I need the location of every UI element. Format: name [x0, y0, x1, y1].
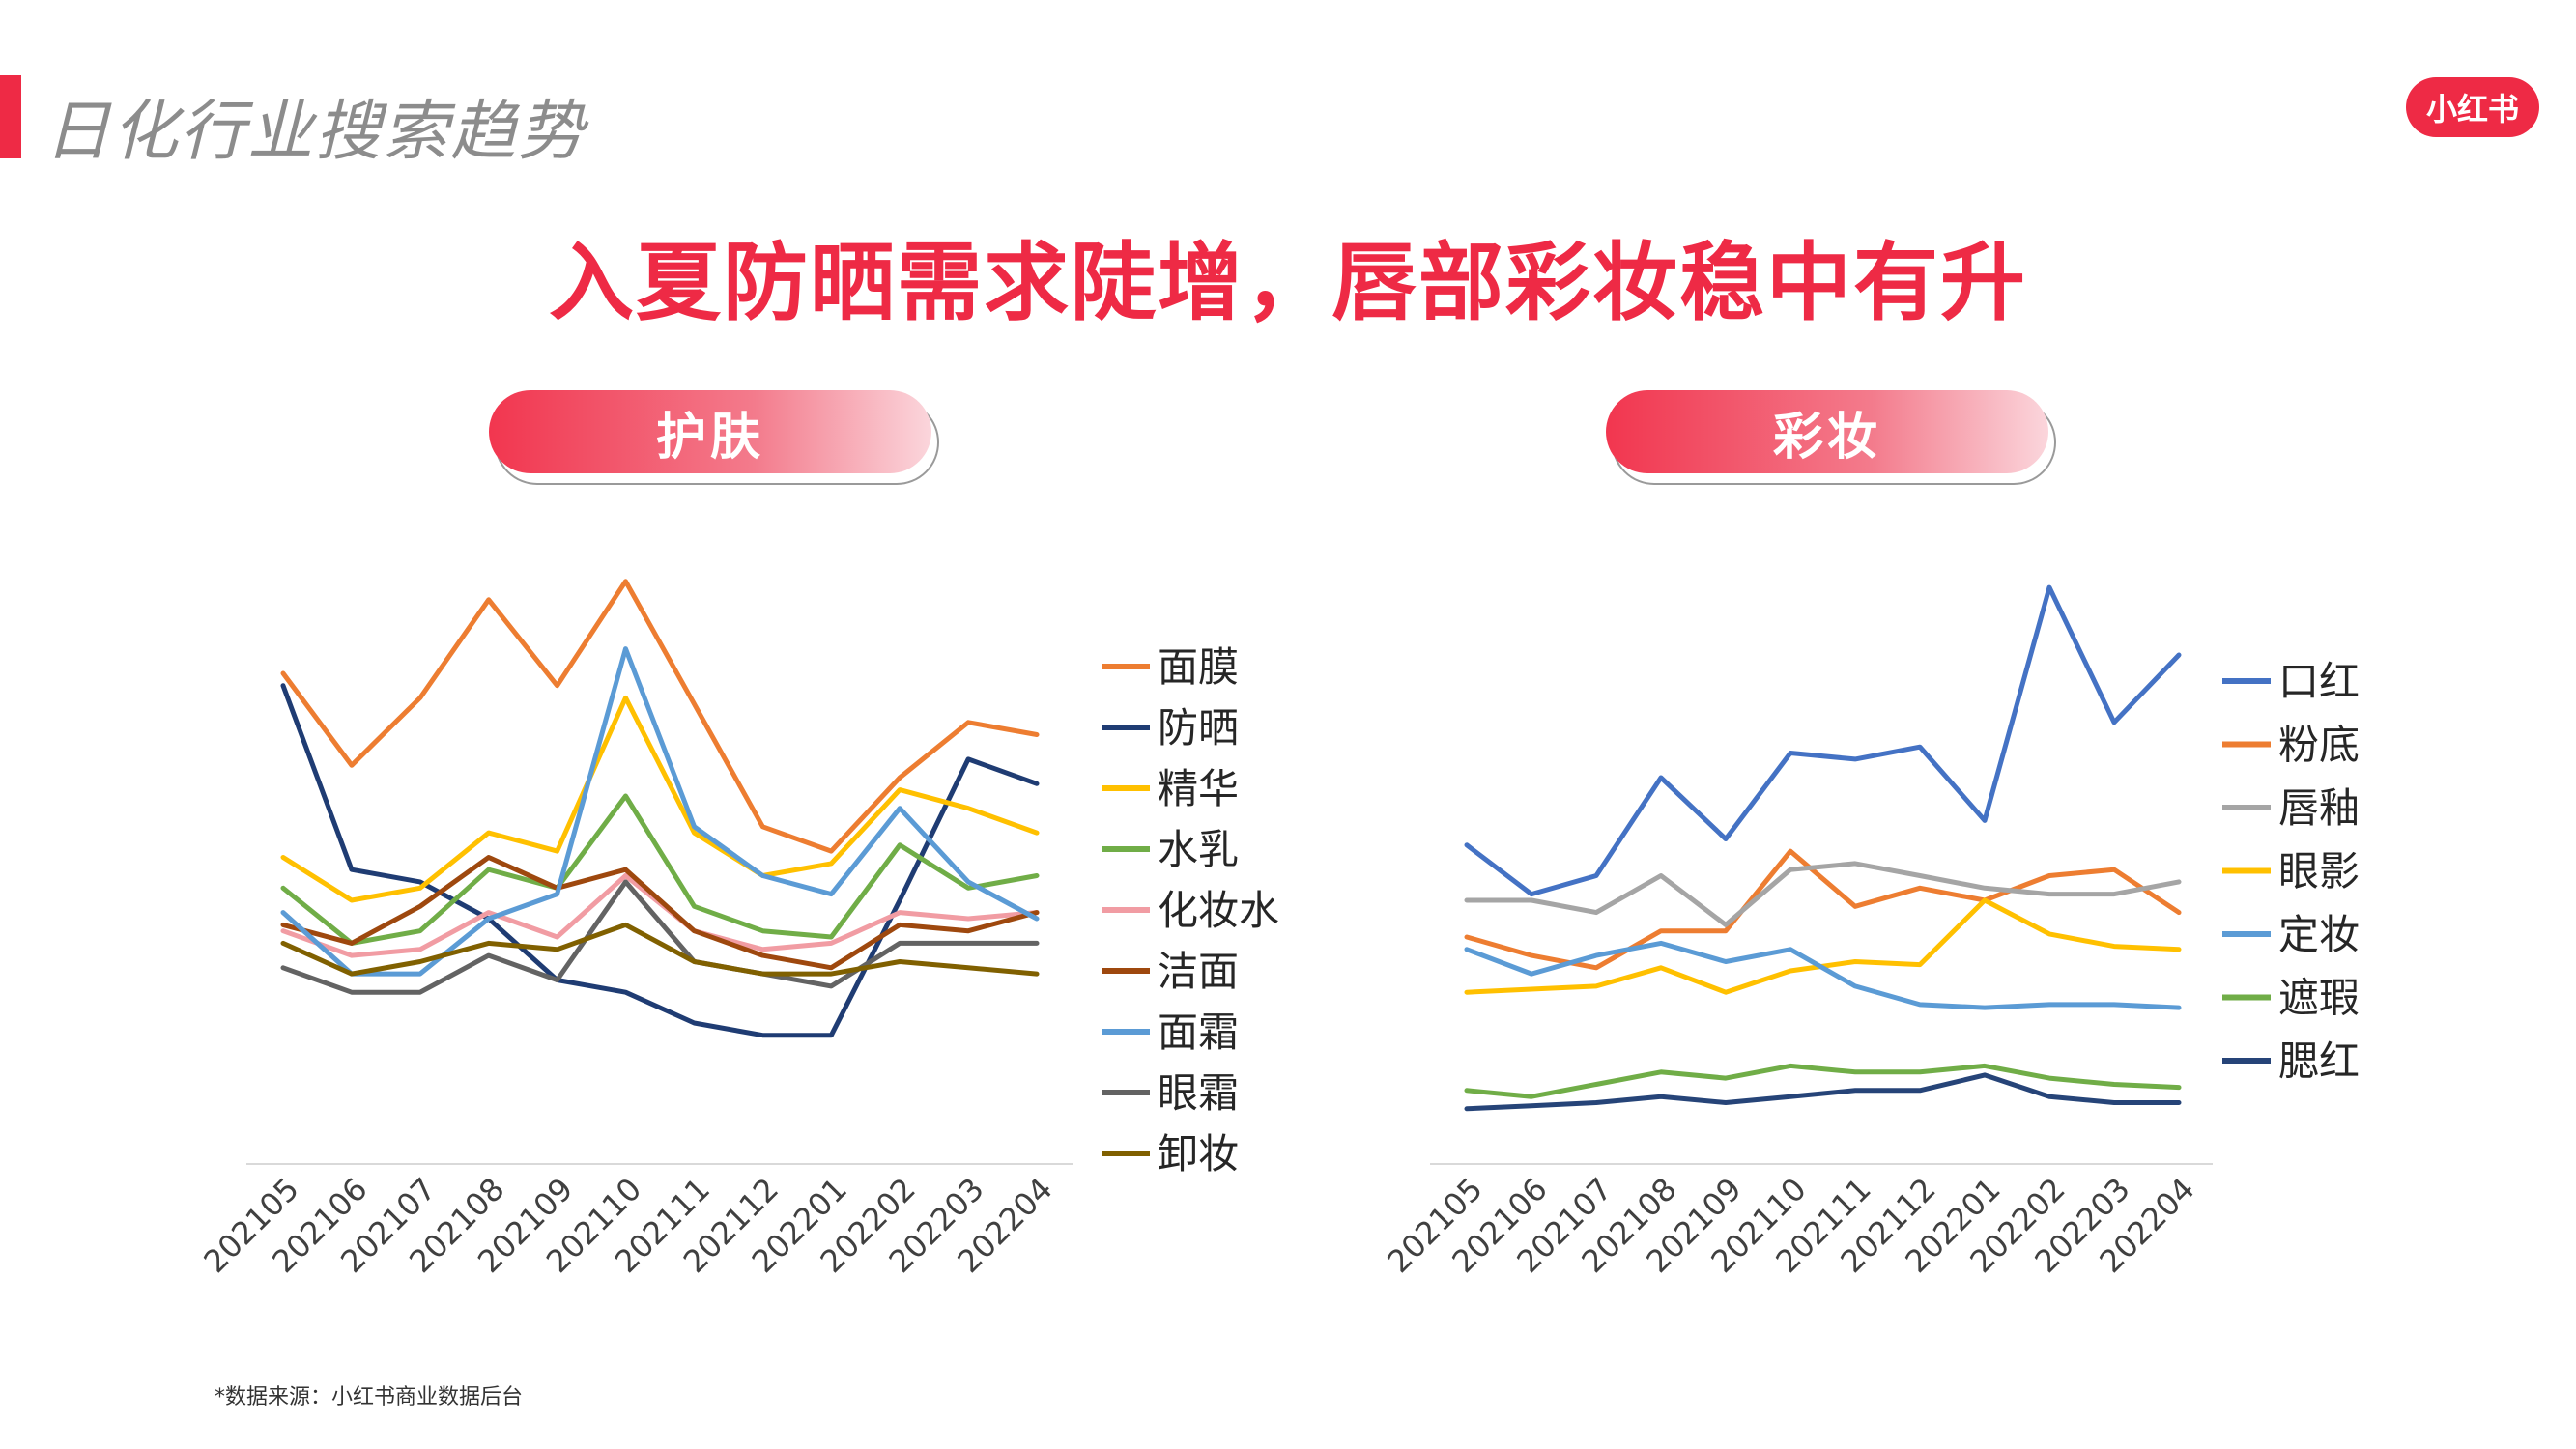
- data-source-note: *数据来源：小红书商业数据后台: [215, 1385, 524, 1409]
- series-line: [1464, 1072, 2182, 1112]
- makeup-section-header: 彩妆: [1606, 390, 2056, 485]
- series-line: [1464, 584, 2182, 897]
- legend-label: 定妆: [2278, 911, 2360, 958]
- legend-label: 防晒: [1158, 704, 1239, 752]
- series-line: [280, 646, 1040, 977]
- skincare-title: 护肤: [489, 390, 931, 473]
- legend-label: 卸妆: [1158, 1130, 1239, 1178]
- legend-label: 眼影: [2278, 848, 2360, 895]
- series-line: [280, 793, 1040, 946]
- legend-label: 精华: [1158, 765, 1239, 812]
- legend-label: 化妆水: [1158, 887, 1279, 934]
- series-line: [1464, 897, 2182, 995]
- legend-label: 面膜: [1158, 643, 1239, 691]
- makeup-title: 彩妆: [1606, 390, 2048, 473]
- legend-label: 遮瑕: [2278, 975, 2360, 1022]
- series-line: [280, 879, 1040, 995]
- series-line: [280, 855, 1040, 971]
- title-accent-bar: [0, 75, 21, 158]
- series-line: [1464, 940, 2182, 1010]
- legend-label: 面霜: [1158, 1009, 1239, 1056]
- series-line: [280, 579, 1040, 854]
- skincare-section-header: 护肤: [489, 390, 939, 485]
- legend-label: 腮红: [2278, 1037, 2360, 1085]
- legend-label: 粉底: [2278, 722, 2360, 769]
- series-line: [280, 695, 1040, 903]
- legend-label: 唇釉: [2278, 784, 2360, 832]
- brand-logo: 小红书: [2406, 77, 2539, 137]
- series-line: [280, 683, 1040, 1038]
- series-line: [1464, 861, 2182, 927]
- headline: 入夏防晒需求陡增，唇部彩妆稳中有升: [548, 233, 2027, 332]
- series-line: [280, 922, 1040, 977]
- page-title: 日化行业搜索趋势: [44, 94, 587, 170]
- legend-label: 眼霜: [1158, 1069, 1239, 1117]
- legend-label: 洁面: [1158, 948, 1239, 995]
- legend-label: 口红: [2278, 658, 2360, 705]
- series-line: [1464, 848, 2182, 971]
- legend-label: 水乳: [1158, 826, 1239, 873]
- series-line: [1464, 1063, 2182, 1099]
